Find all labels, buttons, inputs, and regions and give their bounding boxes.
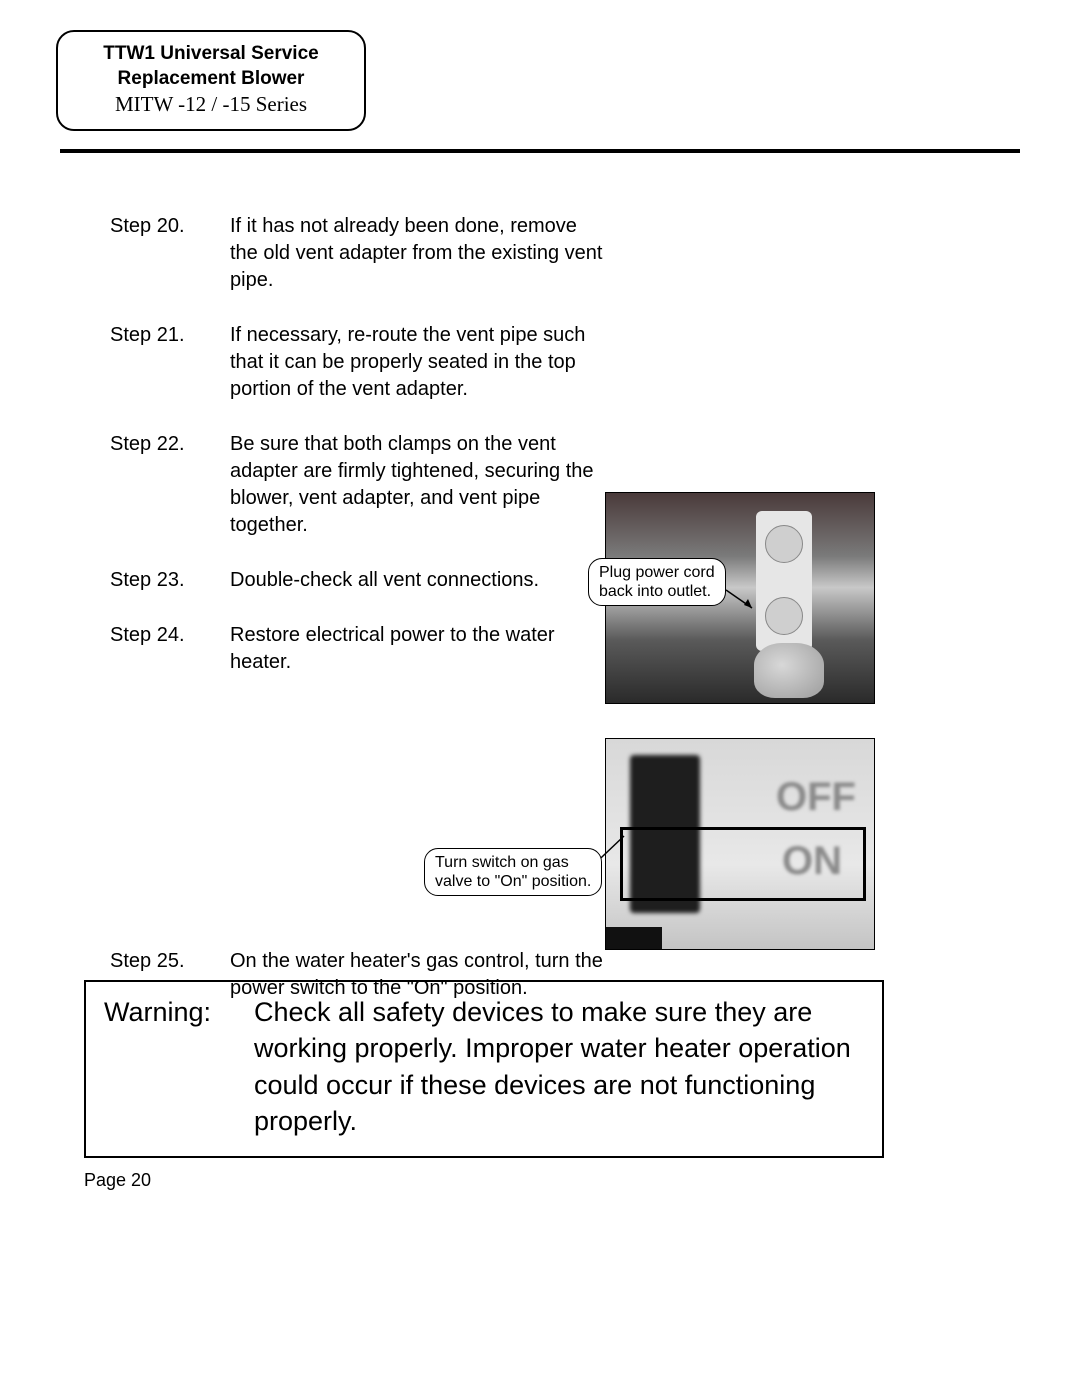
step-label: Step 25.: [110, 948, 230, 975]
warning-text: Check all safety devices to make sure th…: [254, 994, 862, 1140]
header-line-2: Replacement Blower: [82, 67, 340, 92]
callout-turn-switch: Turn switch on gas valve to "On" positio…: [424, 848, 602, 896]
step-text: If it has not already been done, remove …: [230, 213, 610, 294]
header-line-1: TTW1 Universal Service: [82, 42, 340, 67]
off-label: OFF: [776, 775, 856, 820]
step-label: Step 20.: [110, 213, 230, 240]
step-text: Be sure that both clamps on the vent ada…: [230, 431, 610, 539]
step-row: Step 21. If necessary, re-route the vent…: [110, 322, 1000, 403]
step-label: Step 23.: [110, 567, 230, 594]
callout-plug-cord: Plug power cord back into outlet.: [588, 558, 726, 606]
step-text: If necessary, re-route the vent pipe suc…: [230, 322, 610, 403]
photo-switch: OFF ON: [605, 738, 875, 950]
warning-box: Warning: Check all safety devices to mak…: [84, 980, 884, 1158]
page-number: Page 20: [84, 1170, 151, 1191]
header-line-3: MITW -12 / -15 Series: [82, 91, 340, 118]
hand-icon: [754, 643, 824, 698]
switch-frame: [620, 827, 866, 901]
page: TTW1 Universal Service Replacement Blowe…: [0, 0, 1080, 1397]
pointer-line-icon: [726, 580, 766, 620]
step-label: Step 24.: [110, 622, 230, 649]
step-label: Step 21.: [110, 322, 230, 349]
header-box: TTW1 Universal Service Replacement Blowe…: [56, 30, 366, 131]
warning-inner: Warning: Check all safety devices to mak…: [104, 994, 862, 1140]
callout-line: valve to "On" position.: [435, 873, 591, 890]
step-row: Step 20. If it has not already been done…: [110, 213, 1000, 294]
socket-icon: [765, 525, 803, 563]
callout-line: Plug power cord: [599, 564, 715, 581]
step-text: Double-check all vent connections.: [230, 567, 610, 594]
callout-line: Turn switch on gas: [435, 854, 569, 871]
step-text: Restore electrical power to the water he…: [230, 622, 610, 676]
socket-icon: [765, 597, 803, 635]
step-label: Step 22.: [110, 431, 230, 458]
warning-label: Warning:: [104, 994, 254, 1030]
black-bar: [606, 927, 662, 949]
horizontal-rule: [60, 149, 1020, 153]
callout-line: back into outlet.: [599, 583, 711, 600]
